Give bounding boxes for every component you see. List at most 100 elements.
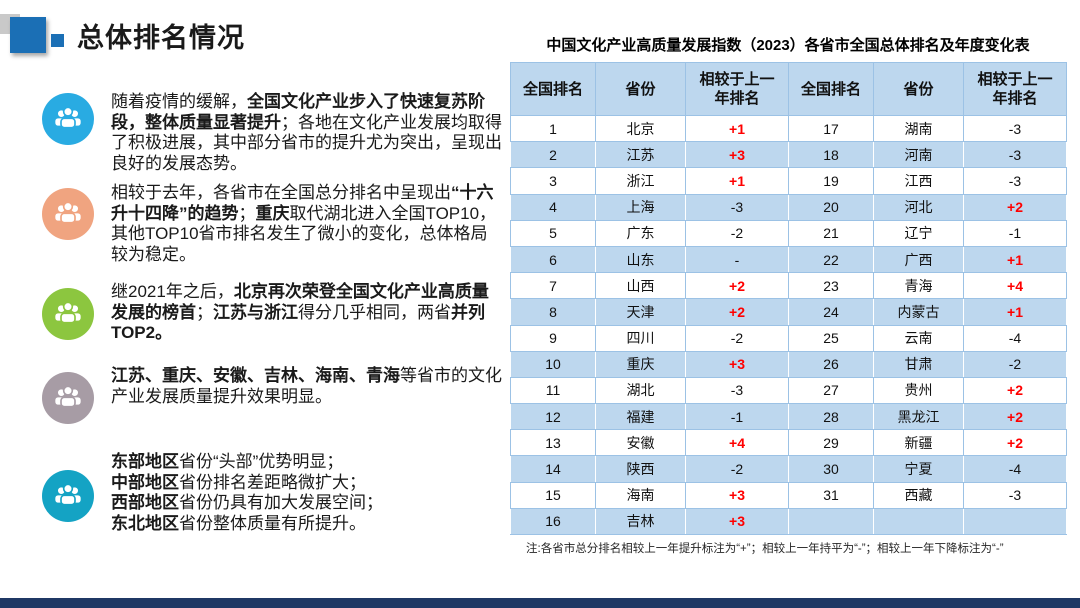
table-row: 13 安徽 +4 29 新疆 +2 bbox=[510, 429, 1067, 457]
bullet-text-normal: ； bbox=[196, 302, 213, 322]
table-cell: 新疆 bbox=[873, 429, 964, 457]
table-cell: +1 bbox=[685, 167, 789, 195]
bullet-text-normal: 省份仍具有加大发展空间； bbox=[179, 493, 383, 512]
people-group-icon bbox=[42, 93, 94, 145]
table-note: 注:各省市总分排名相较上一年提升标注为“+”；相较上一年持平为“-”；相较上一年… bbox=[526, 543, 1004, 555]
bullet-text-normal: 省份整体质量有所提升。 bbox=[179, 513, 366, 533]
table-cell: -1 bbox=[685, 403, 789, 431]
bullet-text-normal: ； bbox=[238, 203, 256, 223]
table-cell: +3 bbox=[685, 507, 789, 536]
table-cell: -2 bbox=[685, 324, 789, 352]
bullet-text-normal: 相较于去年，各省市在全国总分排名中呈现出 bbox=[111, 183, 451, 202]
table-header-cell: 全国排名 bbox=[788, 62, 874, 116]
table-cell: +2 bbox=[963, 376, 1067, 405]
bullet-line: 西部地区省份仍具有加大发展空间； bbox=[111, 493, 502, 514]
table-row: 12 福建 -1 28 黑龙江 +2 bbox=[510, 403, 1067, 431]
table-row: 4 上海 -3 20 河北 +2 bbox=[510, 193, 1067, 221]
table-cell: 上海 bbox=[595, 193, 686, 221]
table-cell: +2 bbox=[963, 403, 1067, 431]
bullet-text-bold: 重庆 bbox=[255, 203, 290, 223]
people-group-icon bbox=[42, 288, 94, 340]
table-cell: 18 bbox=[788, 141, 874, 169]
table-cell: 8 bbox=[510, 298, 596, 326]
table-cell: 20 bbox=[788, 193, 874, 221]
table-cell: +3 bbox=[685, 350, 789, 378]
table-cell: 广东 bbox=[595, 219, 686, 247]
bullet-text-bold: 全国文化产业步入了快速复苏阶段，整体质量显著提升 bbox=[111, 92, 485, 132]
bullet-text-bold: 中部地区 bbox=[111, 472, 179, 492]
table-header-cell: 相较于上一年排名 bbox=[963, 62, 1067, 116]
bullet-line: 随着疫情的缓解，全国文化产业步入了快速复苏阶段，整体质量显著提升；各地在文化产业… bbox=[111, 92, 502, 174]
bullet-text: 随着疫情的缓解，全国文化产业步入了快速复苏阶段，整体质量显著提升；各地在文化产业… bbox=[111, 92, 502, 174]
bullet-item-4: 江苏、重庆、安徽、吉林、海南、青海等省市的文化产业发展质量提升效果明显。 bbox=[42, 366, 502, 424]
table-cell: 天津 bbox=[595, 298, 686, 326]
table-cell: +1 bbox=[685, 114, 789, 143]
table-row: 7 山西 +2 23 青海 +4 bbox=[510, 272, 1067, 300]
table-cell: 9 bbox=[510, 324, 596, 352]
table-cell: -4 bbox=[963, 324, 1067, 352]
table-cell: 15 bbox=[510, 481, 596, 509]
table-header-cell: 省份 bbox=[595, 62, 686, 116]
table-cell: 25 bbox=[788, 324, 874, 352]
table-row: 11 湖北 -3 27 贵州 +2 bbox=[510, 376, 1067, 405]
table-cell: 6 bbox=[510, 245, 596, 274]
table-cell: -3 bbox=[963, 167, 1067, 195]
title-deco-blue-square-icon bbox=[10, 17, 46, 53]
table-cell: 江苏 bbox=[595, 141, 686, 169]
table-cell: 甘肃 bbox=[873, 350, 964, 378]
table-header-cell: 省份 bbox=[873, 62, 964, 116]
table-cell: 海南 bbox=[595, 481, 686, 509]
bullet-text-normal: ；各地在文化产业发展均取得了积极进展，其中部分省市的提升尤为突出，呈现出良好的发… bbox=[111, 112, 502, 173]
table-cell: 5 bbox=[510, 219, 596, 247]
bullet-line: 东部地区省份“头部”优势明显； bbox=[111, 452, 502, 473]
bullet-text-normal: 继2021年之后， bbox=[111, 282, 234, 301]
bullet-text-bold: 西部地区 bbox=[111, 493, 179, 512]
table-cell: 山东 bbox=[595, 245, 686, 274]
table-cell: 17 bbox=[788, 114, 874, 143]
table-row: 15 海南 +3 31 西藏 -3 bbox=[510, 481, 1067, 509]
table-cell: +2 bbox=[963, 193, 1067, 221]
bullet-line: 东北地区省份整体质量有所提升。 bbox=[111, 514, 502, 535]
table-cell: 西藏 bbox=[873, 481, 964, 509]
table-cell: -3 bbox=[963, 114, 1067, 143]
table-header-cell: 相较于上一年排名 bbox=[685, 62, 789, 116]
bullet-text: 继2021年之后，北京再次荣登全国文化产业高质量发展的榜首；江苏与浙江得分几乎相… bbox=[111, 282, 502, 344]
table-cell: +3 bbox=[685, 481, 789, 509]
table-cell: 内蒙古 bbox=[873, 298, 964, 326]
table-header-row: 全国排名 省份 相较于上一年排名 全国排名 省份 相较于上一年排名 bbox=[510, 62, 1067, 116]
table-cell: 山西 bbox=[595, 272, 686, 300]
table-cell: 黑龙江 bbox=[873, 403, 964, 431]
bullet-text: 相较于去年，各省市在全国总分排名中呈现出“十六升十四降”的趋势；重庆取代湖北进入… bbox=[111, 183, 502, 265]
table-cell bbox=[788, 507, 874, 536]
table-cell: 29 bbox=[788, 429, 874, 457]
people-group-glyph bbox=[55, 201, 81, 224]
footer-bar bbox=[0, 598, 1080, 608]
table-header-cell: 全国排名 bbox=[510, 62, 596, 116]
table-cell: 14 bbox=[510, 455, 596, 483]
table-cell: -3 bbox=[963, 141, 1067, 169]
table-cell: 16 bbox=[510, 507, 596, 536]
bullet-item-5: 东部地区省份“头部”优势明显； 中部地区省份排名差距略微扩大； 西部地区省份仍具有加… bbox=[42, 452, 502, 534]
table-cell: -2 bbox=[685, 219, 789, 247]
table-cell: 1 bbox=[510, 114, 596, 143]
table-cell: +3 bbox=[685, 141, 789, 169]
table-cell: +1 bbox=[963, 245, 1067, 274]
bullet-text-bold: 东部地区 bbox=[111, 452, 179, 471]
people-group-icon bbox=[42, 372, 94, 424]
table-cell: 云南 bbox=[873, 324, 964, 352]
table-cell: 11 bbox=[510, 376, 596, 405]
table-cell: 31 bbox=[788, 481, 874, 509]
table-row: 10 重庆 +3 26 甘肃 -2 bbox=[510, 350, 1067, 378]
table-cell: -3 bbox=[963, 481, 1067, 509]
bullet-text-bold: 江苏、重庆、安徽、吉林、海南、青海 bbox=[111, 366, 400, 385]
ranking-table-area: 中国文化产业高质量发展指数（2023）各省市全国总体排名及年度变化表 全国排名省… bbox=[510, 34, 1067, 556]
table-cell: 广西 bbox=[873, 245, 964, 274]
table-cell: 26 bbox=[788, 350, 874, 378]
title-deco-blue-square-small-icon bbox=[51, 34, 64, 47]
bullet-text-bold: 并列TOP2。 bbox=[111, 302, 485, 343]
table-cell: 河南 bbox=[873, 141, 964, 169]
table-cell: 2 bbox=[510, 141, 596, 169]
table-cell: +2 bbox=[685, 272, 789, 300]
table-title: 中国文化产业高质量发展指数（2023）各省市全国总体排名及年度变化表 bbox=[546, 37, 1030, 54]
table-row: 14 陕西 -2 30 宁夏 -4 bbox=[510, 455, 1067, 483]
